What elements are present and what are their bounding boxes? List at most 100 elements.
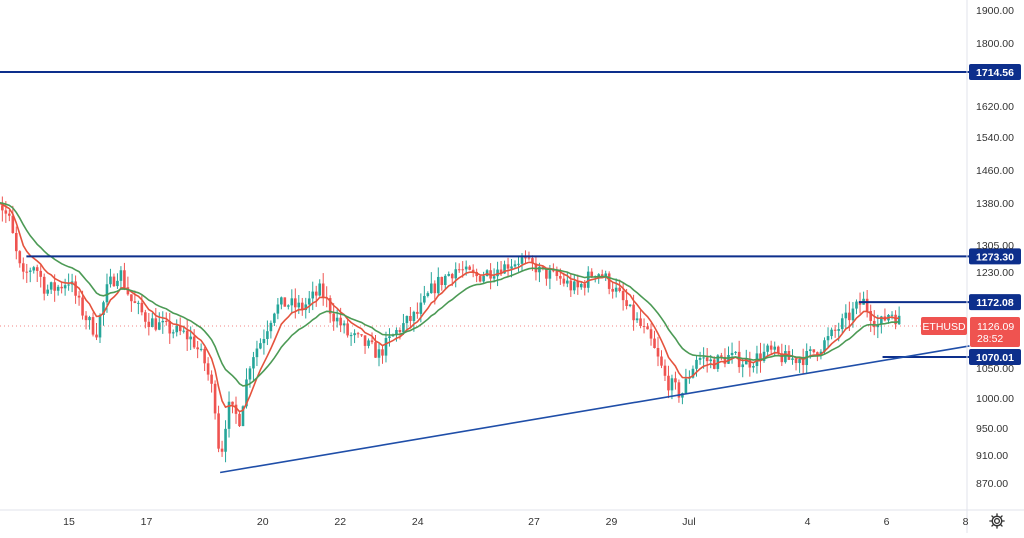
candle-body <box>207 363 210 374</box>
candle-body <box>109 277 112 285</box>
x-tick-label: Jul <box>682 516 695 528</box>
x-tick-label: 15 <box>63 516 75 528</box>
candle-body <box>507 264 510 268</box>
candle-body <box>521 257 524 263</box>
x-tick-label: 6 <box>884 516 890 528</box>
candle-body <box>95 335 98 338</box>
price-tags-layer: ETHUSD 1126.09 28:52 <box>921 317 1020 347</box>
candle-body <box>291 298 294 305</box>
candle-body <box>374 342 377 358</box>
candle-body <box>88 317 91 320</box>
y-tick-label: 1305.00 <box>976 240 1014 252</box>
candle-body <box>284 297 287 306</box>
candle-body <box>798 359 801 363</box>
level-label: 1273.30 <box>976 251 1014 263</box>
candle-body <box>702 357 705 358</box>
candle-body <box>385 338 388 356</box>
candle-body <box>259 343 262 348</box>
level-label: 1714.56 <box>976 67 1014 79</box>
candle-body <box>367 340 370 345</box>
candle-body <box>444 276 447 285</box>
candle-body <box>224 429 227 452</box>
candle-body <box>580 284 583 287</box>
support-trendline <box>220 346 969 473</box>
candle-body <box>570 281 573 291</box>
candle-body <box>371 340 374 342</box>
candle-body <box>350 335 353 336</box>
x-tick-label: 4 <box>805 516 811 528</box>
candle-body <box>841 318 844 329</box>
candle-body <box>437 277 440 293</box>
candle-body <box>378 349 381 357</box>
candle-body <box>297 303 300 308</box>
candle-body <box>186 331 189 340</box>
y-tick-label: 1000.00 <box>976 393 1014 405</box>
candle-body <box>622 291 625 300</box>
candle-body <box>597 274 600 276</box>
candle-body <box>667 376 670 391</box>
candle-body <box>517 264 520 265</box>
candle-body <box>64 285 67 288</box>
y-tick-label: 1380.00 <box>976 198 1014 210</box>
candle-body <box>827 336 830 340</box>
candle-body <box>830 330 833 336</box>
candle-body <box>731 353 734 355</box>
candle-body <box>263 339 266 343</box>
candle-body <box>566 281 569 284</box>
candle-body <box>39 271 42 277</box>
candle-body <box>85 316 88 321</box>
candle-body <box>837 329 840 331</box>
candle-body <box>766 346 769 352</box>
candle-body <box>615 288 618 292</box>
candle-body <box>773 347 776 350</box>
candle-body <box>193 337 196 348</box>
candle-body <box>809 349 812 351</box>
candle-body <box>50 282 53 289</box>
candle-body <box>318 284 321 296</box>
candle-body <box>343 323 346 325</box>
candle-body <box>845 313 848 319</box>
candle-body <box>855 302 858 309</box>
x-tick-label: 22 <box>334 516 346 528</box>
candle-body <box>866 299 869 311</box>
candle-body <box>182 331 185 332</box>
candle-body <box>67 285 70 286</box>
candle-body <box>252 357 255 368</box>
candle-body <box>618 288 621 291</box>
candle-body <box>130 294 133 301</box>
gear-icon <box>988 512 1006 530</box>
candle-body <box>434 283 437 293</box>
y-tick-label: 910.00 <box>976 450 1008 462</box>
settings-button[interactable] <box>984 510 1010 532</box>
last-price-label: 1126.09 <box>977 321 1014 333</box>
x-tick-label: 24 <box>412 516 424 528</box>
candle-body <box>465 267 468 270</box>
candle-body <box>528 258 531 259</box>
candle-body <box>461 269 464 270</box>
candle-body <box>524 257 527 258</box>
candle-body <box>217 413 220 448</box>
candle-body <box>36 267 39 271</box>
candle-body <box>898 316 901 324</box>
candle-body <box>81 298 84 316</box>
y-tick-label: 1800.00 <box>976 38 1014 50</box>
candle-body <box>364 335 367 346</box>
candle-body <box>332 314 335 322</box>
candles-layer <box>0 185 967 463</box>
candle-body <box>53 282 56 291</box>
candle-body <box>120 270 123 281</box>
candle-body <box>8 214 11 216</box>
candle-body <box>311 292 314 299</box>
candle-body <box>210 375 213 384</box>
candle-body <box>231 402 234 405</box>
candle-body <box>357 333 360 334</box>
candle-body <box>256 349 259 358</box>
candle-body <box>315 292 318 296</box>
candle-body <box>657 348 660 357</box>
candle-body <box>5 210 8 213</box>
candle-body <box>629 305 632 306</box>
candle-body <box>277 304 280 313</box>
candle-body <box>653 339 656 348</box>
candle-body <box>322 284 325 298</box>
candle-body <box>795 358 798 363</box>
